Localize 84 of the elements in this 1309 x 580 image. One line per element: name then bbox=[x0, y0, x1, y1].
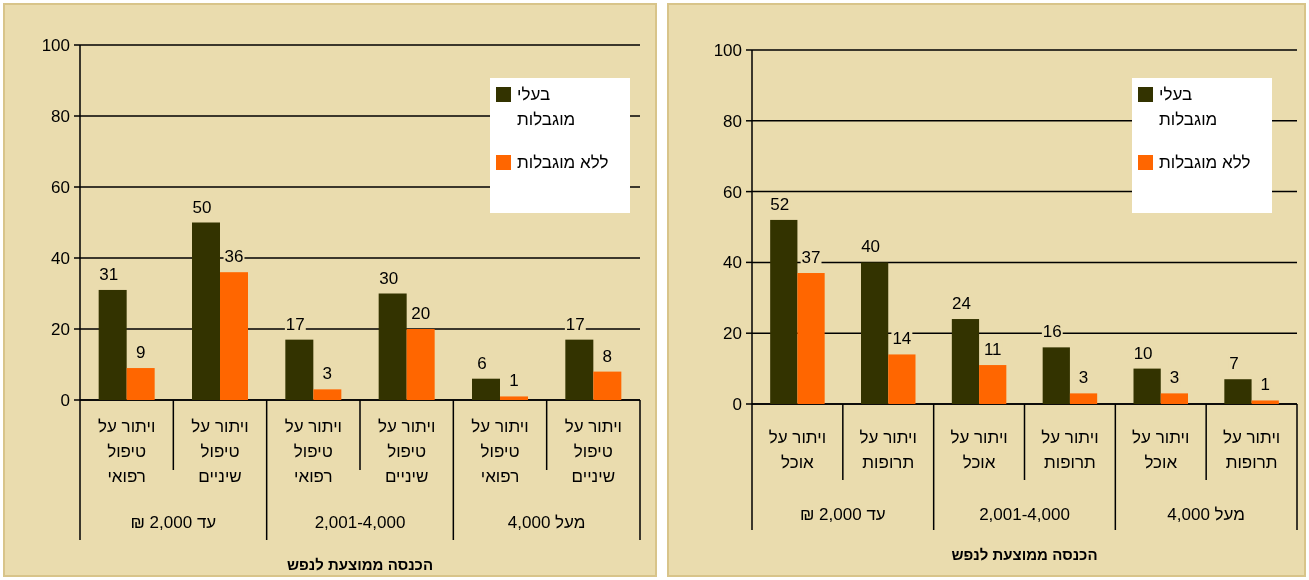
bar bbox=[406, 329, 435, 400]
data-label: 30 bbox=[379, 268, 399, 288]
y-tick-label: 80 bbox=[723, 111, 742, 131]
data-label: 37 bbox=[801, 248, 821, 268]
bar bbox=[472, 378, 500, 400]
x-tick-label: ויתור על אוכל bbox=[1132, 428, 1190, 472]
y-tick-label: 0 bbox=[732, 395, 742, 414]
data-label: 50 bbox=[192, 197, 212, 217]
legend-label: ללא מוגבלות bbox=[517, 153, 609, 172]
x-tick-label: ויתור על טיפול רפואי bbox=[284, 417, 343, 486]
x-tick-label: ויתור על טיפול רפואי bbox=[471, 417, 529, 486]
data-label: 20 bbox=[411, 304, 431, 323]
x-axis-title: הכנסה ממוצעת לנפש bbox=[951, 546, 1098, 563]
bar bbox=[313, 389, 342, 400]
data-label: 11 bbox=[983, 340, 1002, 360]
bar bbox=[979, 365, 1007, 404]
text: עד 2,000 ₪ bbox=[130, 513, 217, 532]
bar bbox=[1251, 400, 1279, 404]
data-label: 3 bbox=[322, 364, 333, 384]
data-label: 36 bbox=[224, 247, 244, 267]
bar bbox=[1042, 347, 1070, 404]
bar bbox=[1160, 393, 1188, 404]
text: 2,001-4,000 bbox=[314, 513, 406, 532]
x-axis-title: הכנסה ממוצעת לנפש bbox=[286, 556, 434, 573]
y-tick-label: 40 bbox=[723, 253, 742, 273]
x-tick-label: ויתור על טיפול שיניים bbox=[377, 417, 436, 486]
bar bbox=[565, 339, 594, 400]
data-label: 14 bbox=[892, 329, 912, 349]
y-tick-label: 60 bbox=[723, 182, 742, 202]
data-label: 52 bbox=[770, 194, 790, 214]
x-tick-label: ויתור על תרופות bbox=[1041, 428, 1099, 472]
data-label: 10 bbox=[1133, 343, 1153, 363]
text: עד 2,000 ₪ bbox=[799, 505, 886, 524]
data-label: 8 bbox=[602, 346, 613, 366]
data-label: 16 bbox=[1042, 322, 1062, 342]
x-tick-label: ויתור על טיפול רפואי bbox=[97, 417, 156, 486]
x-tick-label: ויתור על תרופות bbox=[1222, 428, 1281, 472]
bar bbox=[951, 319, 980, 404]
legend-label: ללא מוגבלות bbox=[1159, 153, 1251, 172]
legend-label: בעלי מוגבלות bbox=[517, 85, 576, 129]
text: מעל 4,000 bbox=[507, 513, 586, 532]
bar bbox=[1224, 379, 1252, 404]
data-label: 1 bbox=[1260, 375, 1270, 395]
bar bbox=[797, 273, 825, 404]
legend-label: בעלי מוגבלות bbox=[1159, 85, 1218, 129]
y-tick-label: 0 bbox=[60, 391, 70, 410]
bar bbox=[378, 293, 407, 400]
y-tick-label: 100 bbox=[713, 41, 742, 60]
y-tick-label: 100 bbox=[41, 36, 70, 55]
bar bbox=[500, 396, 528, 400]
data-label: 6 bbox=[477, 353, 487, 373]
y-tick-label: 40 bbox=[51, 249, 70, 268]
bar bbox=[220, 272, 248, 400]
bar bbox=[861, 262, 889, 404]
bar bbox=[1133, 368, 1161, 404]
x-tick-label: ויתור על טיפול שיניים bbox=[564, 417, 623, 486]
x-tick-label: ויתור על אוכל bbox=[950, 428, 1008, 472]
bar bbox=[1069, 393, 1098, 404]
text: 2,001-4,000 bbox=[979, 505, 1070, 524]
data-label: 7 bbox=[1229, 354, 1239, 374]
data-label: 3 bbox=[1169, 368, 1180, 388]
y-tick-label: 80 bbox=[51, 107, 70, 126]
bar bbox=[285, 339, 314, 400]
x-tick-label: ויתור על אוכל bbox=[768, 428, 827, 472]
y-tick-label: 60 bbox=[51, 178, 70, 197]
bar bbox=[126, 368, 155, 400]
data-label: 40 bbox=[861, 237, 881, 257]
data-label: 17 bbox=[565, 314, 585, 334]
data-label: 3 bbox=[1078, 368, 1089, 388]
x-tick-label: ויתור על תרופות bbox=[859, 428, 917, 472]
bar bbox=[192, 222, 220, 400]
bar bbox=[888, 354, 916, 404]
data-label: 17 bbox=[285, 314, 305, 334]
bar bbox=[98, 289, 127, 400]
y-tick-label: 20 bbox=[723, 324, 742, 344]
data-label: 31 bbox=[99, 264, 119, 284]
x-tick-label: ויתור על טיפול שיניים bbox=[191, 417, 249, 486]
data-label: 1 bbox=[509, 371, 519, 391]
data-label: 9 bbox=[135, 343, 146, 363]
data-label: 24 bbox=[952, 294, 971, 314]
text: מעל 4,000 bbox=[1167, 505, 1246, 524]
bar bbox=[593, 371, 622, 400]
y-tick-label: 20 bbox=[51, 320, 70, 339]
bar bbox=[770, 219, 798, 404]
